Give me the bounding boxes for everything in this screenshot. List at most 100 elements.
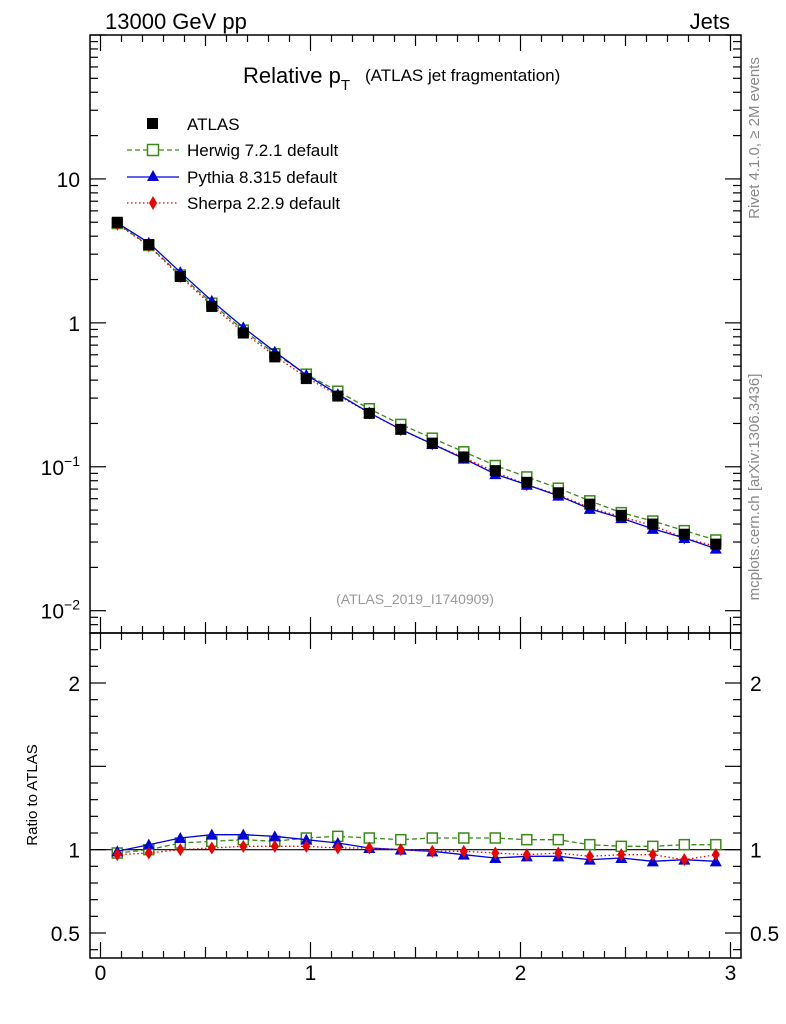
ratio-point-sherpa xyxy=(113,848,122,862)
legend-label-herwig: Herwig 7.2.1 default xyxy=(187,141,338,160)
ratio-point-herwig xyxy=(489,832,502,844)
ratio-series-pythia xyxy=(111,828,722,867)
ratio-point-sherpa xyxy=(365,841,374,855)
main-title: Relative pT xyxy=(243,63,350,94)
y-tick-label-base: 10 xyxy=(57,169,80,192)
ratio-point-herwig xyxy=(458,832,470,844)
title-main: Relative p xyxy=(243,63,341,88)
main-point-atlas xyxy=(426,437,438,449)
main-point-atlas xyxy=(584,498,596,510)
ratio-point-herwig xyxy=(426,832,439,844)
main-line-herwig xyxy=(116,222,716,541)
ratio-point-pythia xyxy=(174,832,187,843)
main-point-atlas xyxy=(206,300,218,312)
title-extra: (ATLAS jet fragmentation) xyxy=(365,66,560,85)
y-tick-label-exponent: −2 xyxy=(64,597,80,613)
ratio-y-tick-label-left: 2 xyxy=(68,673,80,696)
y-tick-label-base: 10 xyxy=(41,601,64,624)
ratio-point-pythia xyxy=(300,833,313,845)
main-point-atlas xyxy=(300,373,312,385)
ratio-axis-ticks: 2 2 1 1 0.5 0.5 0 1 2 3 xyxy=(51,633,779,985)
header-category-label: Jets xyxy=(690,9,730,34)
main-point-atlas xyxy=(458,451,470,463)
y-tick-label-base: 1 xyxy=(68,313,80,336)
main-point-atlas xyxy=(143,239,155,251)
main-point-atlas xyxy=(174,270,186,282)
ratio-point-sherpa xyxy=(428,844,437,858)
ratio-point-herwig xyxy=(584,838,596,851)
main-point-atlas xyxy=(332,390,344,402)
ratio-y-tick-label-right: 0.5 xyxy=(750,923,779,946)
y-tick-label: 1 xyxy=(68,313,80,336)
main-point-atlas xyxy=(710,538,722,550)
ratio-point-sherpa xyxy=(239,839,248,853)
ratio-point-sherpa xyxy=(585,849,594,863)
main-point-atlas xyxy=(363,407,375,419)
legend-label-pythia: Pythia 8.315 default xyxy=(187,168,338,187)
main-point-atlas xyxy=(111,216,123,228)
ratio-point-herwig xyxy=(521,833,533,846)
y-tick-label-exponent: −1 xyxy=(64,453,80,469)
ratio-point-sherpa xyxy=(491,846,500,860)
ratio-point-pythia xyxy=(205,828,218,840)
legend-entry-pythia: Pythia 8.315 default xyxy=(127,168,338,187)
ratio-point-pythia xyxy=(237,828,250,840)
main-point-atlas xyxy=(395,423,407,435)
y-tick-label: 10−2 xyxy=(41,597,81,624)
x-tick-label: 2 xyxy=(515,962,527,985)
y-tick-label: 10−1 xyxy=(41,453,81,480)
legend-entry-atlas: ATLAS xyxy=(147,115,240,134)
rivet-version-label: Rivet 4.1.0, ≥ 2M events xyxy=(746,57,763,219)
legend-marker-pythia xyxy=(147,170,159,181)
main-series-atlas xyxy=(111,216,722,550)
ratio-point-herwig xyxy=(552,833,565,846)
ratio-y-tick-label-left: 1 xyxy=(68,840,80,863)
y-tick-label: 10 xyxy=(57,169,80,192)
ratio-point-sherpa xyxy=(333,841,342,855)
y-tick-label-base: 10 xyxy=(41,457,64,480)
ratio-point-sherpa xyxy=(522,848,531,862)
ratio-point-sherpa xyxy=(144,846,153,860)
title-subscript: T xyxy=(341,77,350,94)
x-tick-label: 0 xyxy=(95,962,107,985)
legend-label-atlas: ATLAS xyxy=(187,115,240,134)
ratio-point-sherpa xyxy=(680,853,689,867)
ratio-series-group xyxy=(111,828,722,867)
ratio-point-sherpa xyxy=(396,843,405,857)
ratio-point-sherpa xyxy=(207,841,216,855)
ratio-point-sherpa xyxy=(711,848,720,862)
main-point-atlas xyxy=(647,518,659,530)
legend-marker-sherpa xyxy=(149,196,157,210)
main-point-atlas xyxy=(489,465,501,477)
legend-entry-herwig: Herwig 7.2.1 default xyxy=(127,141,338,160)
ratio-point-sherpa xyxy=(176,843,185,857)
main-point-atlas xyxy=(269,351,281,363)
legend-marker-atlas xyxy=(147,118,158,129)
main-line-sherpa xyxy=(116,223,716,547)
ratio-series-sherpa xyxy=(113,839,720,867)
main-series-herwig xyxy=(111,217,722,546)
ratio-line-sherpa xyxy=(117,845,716,861)
main-point-atlas xyxy=(678,528,690,540)
main-point-atlas xyxy=(237,327,249,339)
main-point-atlas xyxy=(552,487,564,499)
main-series-group xyxy=(111,216,722,554)
ratio-y-tick-label-right: 2 xyxy=(750,673,762,696)
ratio-point-pythia xyxy=(268,830,281,842)
x-tick-label: 1 xyxy=(305,962,317,985)
legend-label-sherpa: Sherpa 2.2.9 default xyxy=(187,194,340,213)
ratio-y-tick-label-right: 1 xyxy=(750,840,762,863)
ratio-point-sherpa xyxy=(459,844,468,858)
main-point-atlas xyxy=(521,476,533,488)
legend-entry-sherpa: Sherpa 2.2.9 default xyxy=(127,194,340,213)
legend: ATLAS Herwig 7.2.1 default Pythia 8.315 … xyxy=(127,115,340,213)
main-series-pythia xyxy=(111,216,722,554)
ratio-point-sherpa xyxy=(648,848,657,862)
ratio-point-sherpa xyxy=(617,848,626,862)
ratio-point-sherpa xyxy=(554,846,563,860)
mcplots-credit-label: mcplots.cern.ch [arXiv:1306.3436] xyxy=(746,374,763,601)
ratio-axis-label: Ratio to ATLAS xyxy=(24,744,41,845)
ratio-point-sherpa xyxy=(302,839,311,853)
